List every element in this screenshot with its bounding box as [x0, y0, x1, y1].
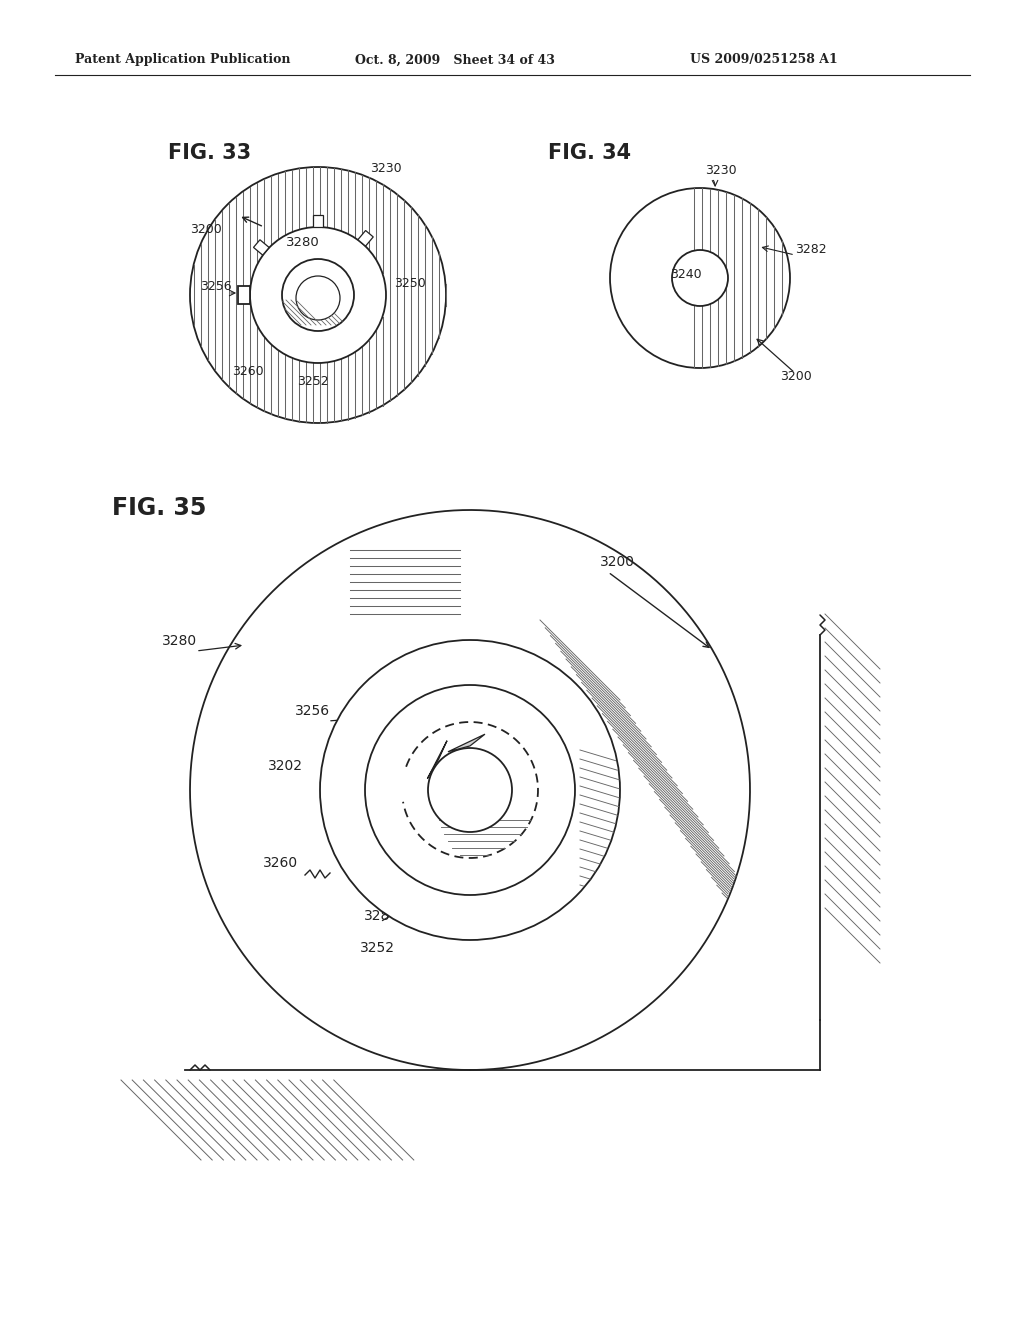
Circle shape — [282, 259, 354, 331]
Text: FIG. 35: FIG. 35 — [112, 496, 207, 520]
Circle shape — [250, 227, 386, 363]
Circle shape — [190, 510, 750, 1071]
Text: 3280: 3280 — [162, 634, 198, 648]
FancyBboxPatch shape — [238, 286, 250, 304]
Circle shape — [319, 640, 620, 940]
Text: 3282: 3282 — [795, 243, 826, 256]
Circle shape — [296, 276, 340, 319]
Text: 3254: 3254 — [288, 301, 319, 314]
Text: 3252: 3252 — [297, 375, 329, 388]
Text: 3202: 3202 — [268, 759, 303, 774]
Text: US 2009/0251258 A1: US 2009/0251258 A1 — [690, 54, 838, 66]
Text: FIG. 33: FIG. 33 — [168, 143, 251, 162]
Circle shape — [610, 187, 790, 368]
Text: 3200: 3200 — [600, 554, 635, 569]
Circle shape — [672, 249, 728, 306]
Text: 3230: 3230 — [705, 164, 736, 177]
Text: Patent Application Publication: Patent Application Publication — [75, 54, 291, 66]
Text: 3200: 3200 — [780, 370, 812, 383]
Polygon shape — [427, 741, 447, 779]
Polygon shape — [254, 240, 269, 255]
Text: 3250: 3250 — [450, 661, 485, 675]
Circle shape — [365, 685, 575, 895]
Text: 3240: 3240 — [670, 268, 701, 281]
Text: 3280: 3280 — [286, 236, 319, 249]
Text: 3284: 3284 — [364, 909, 399, 923]
Text: 3252: 3252 — [360, 941, 395, 954]
Text: 3260: 3260 — [232, 366, 263, 378]
Text: 3260: 3260 — [263, 855, 298, 870]
Text: 3254: 3254 — [398, 767, 433, 781]
Polygon shape — [447, 734, 485, 752]
Circle shape — [190, 168, 446, 422]
Text: 3240: 3240 — [288, 279, 319, 292]
Text: FIG. 34: FIG. 34 — [548, 143, 631, 162]
Text: 3256: 3256 — [295, 704, 330, 718]
Text: 3250: 3250 — [394, 277, 426, 290]
Circle shape — [428, 748, 512, 832]
Polygon shape — [357, 231, 374, 246]
Text: Oct. 8, 2009   Sheet 34 of 43: Oct. 8, 2009 Sheet 34 of 43 — [355, 54, 555, 66]
Text: 3200: 3200 — [190, 223, 222, 236]
Text: 3256: 3256 — [200, 280, 231, 293]
Text: 3240: 3240 — [398, 789, 433, 803]
Polygon shape — [313, 215, 323, 227]
Text: 3230: 3230 — [370, 162, 401, 176]
